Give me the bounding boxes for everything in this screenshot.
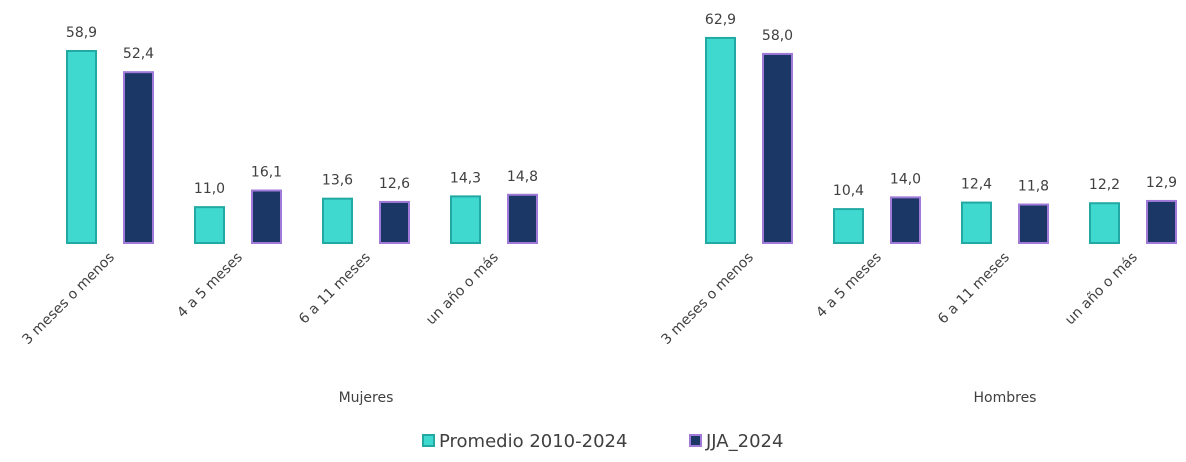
bar [1146,199,1177,244]
legend-swatch [689,434,702,447]
value-label: 13,6 [322,173,353,189]
bar [123,71,154,245]
bar [66,49,97,244]
x-tick-label: 3 meses o menos [658,250,756,348]
bar [961,201,992,245]
bar [251,189,282,245]
bar [379,200,410,244]
legend-label: Promedio 2010-2024 [439,431,627,452]
bar [507,193,538,244]
value-label: 14,8 [507,169,538,185]
value-label: 62,9 [705,12,736,28]
legend-swatch [422,434,435,447]
x-tick-label: un año o más [423,250,502,329]
chart-title: Mujeres [339,390,394,406]
value-label: 14,0 [890,171,921,187]
value-label: 10,4 [833,183,864,199]
bar [450,195,481,245]
value-label: 11,0 [194,181,225,197]
value-label: 12,9 [1146,175,1177,191]
x-tick-label: 4 a 5 meses [174,250,246,322]
bar [1018,203,1049,244]
bar [322,197,353,244]
bar [890,196,921,244]
value-label: 14,3 [450,170,481,186]
value-label: 12,6 [379,176,410,192]
x-tick-label: 3 meses o menos [19,250,117,348]
value-label: 58,9 [66,25,97,41]
legend-label: JJA_2024 [705,431,783,452]
bar [705,36,736,244]
bar [194,206,225,244]
value-label: 16,1 [251,165,282,181]
bar [833,208,864,244]
value-label: 12,4 [961,177,992,193]
value-label: 12,2 [1089,177,1120,193]
value-label: 58,0 [762,28,793,44]
chart-title: Hombres [974,390,1037,406]
x-tick-label: un año o más [1062,250,1141,329]
x-tick-label: 6 a 11 meses [935,250,1013,328]
x-tick-label: 6 a 11 meses [296,250,374,328]
bar [762,52,793,244]
value-label: 52,4 [123,46,154,62]
value-label: 11,8 [1018,179,1049,195]
x-tick-label: 4 a 5 meses [813,250,885,322]
bar [1089,202,1120,244]
